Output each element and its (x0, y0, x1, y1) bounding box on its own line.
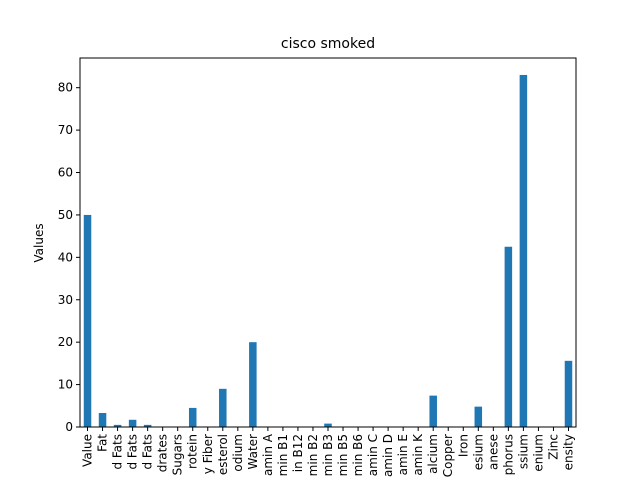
x-tick-label: Iron (456, 434, 470, 457)
x-tick-label: ensity (561, 434, 575, 470)
bar (519, 74, 528, 427)
y-axis-ticks: 0 10 20 30 40 50 60 70 80 (58, 81, 80, 434)
x-tick-label: min B5 (336, 434, 350, 476)
x-tick-label: Water (246, 434, 260, 470)
x-tick-label: alcium (426, 434, 440, 474)
bar (429, 395, 437, 427)
x-tick-label: d Fats (126, 434, 140, 470)
bar (504, 246, 513, 427)
bar (83, 214, 92, 427)
chart-title: cisco smoked (281, 36, 375, 52)
x-tick-label: Fat (96, 434, 110, 452)
x-tick-label: amin E (396, 434, 410, 475)
x-tick-label: amin K (411, 433, 425, 476)
y-axis-label: Values (32, 223, 46, 262)
bar (219, 388, 227, 427)
plot-frame (79, 57, 577, 428)
x-tick-label: amin A (261, 433, 275, 476)
bar (128, 419, 137, 427)
bar (249, 342, 257, 427)
x-tick-label: min B6 (351, 434, 365, 476)
x-tick-label: min B1 (276, 434, 290, 476)
bar (564, 360, 573, 427)
y-tick-label: 50 (58, 208, 73, 222)
x-tick-label: Zinc (546, 434, 560, 460)
x-tick-label: ssium (516, 434, 530, 469)
bar (474, 406, 483, 427)
x-tick-label: min B3 (321, 434, 335, 476)
x-tick-label: in B12 (291, 434, 305, 472)
x-axis-ticks: Value Fat d Fats d Fats d Fats drates Sugars ro… (81, 427, 575, 477)
x-tick-label: odium (231, 434, 245, 472)
y-tick-label: 80 (58, 81, 73, 95)
x-tick-label: esterol (216, 434, 230, 475)
y-tick-label: 10 (58, 378, 73, 392)
x-tick-label: anese (486, 434, 500, 470)
y-tick-label: 60 (58, 166, 73, 180)
x-tick-label: amin D (381, 434, 395, 477)
x-tick-label: Copper (441, 434, 455, 477)
x-tick-label: Sugars (171, 434, 185, 475)
x-tick-label: amin C (366, 434, 380, 476)
y-tick-label: 40 (58, 250, 73, 264)
x-tick-label: enium (531, 434, 545, 472)
bar (98, 413, 107, 427)
x-tick-label: esium (471, 434, 485, 470)
x-tick-label: d Fats (111, 434, 125, 470)
x-tick-label: y Fiber (201, 434, 215, 474)
bar (113, 424, 122, 427)
x-tick-label: drates (156, 434, 170, 472)
x-tick-label: rotein (186, 434, 200, 469)
bar (188, 407, 197, 427)
bars-group (83, 74, 573, 427)
x-tick-label: d Fats (141, 434, 155, 470)
y-tick-label: 0 (65, 420, 73, 434)
x-tick-label: Value (81, 434, 95, 467)
y-tick-label: 70 (58, 123, 73, 137)
bar (324, 423, 332, 427)
y-tick-label: 20 (58, 335, 73, 349)
x-tick-label: min B2 (306, 434, 320, 476)
x-tick-label: phorus (501, 434, 515, 475)
y-tick-label: 30 (58, 293, 73, 307)
bar (143, 424, 152, 427)
